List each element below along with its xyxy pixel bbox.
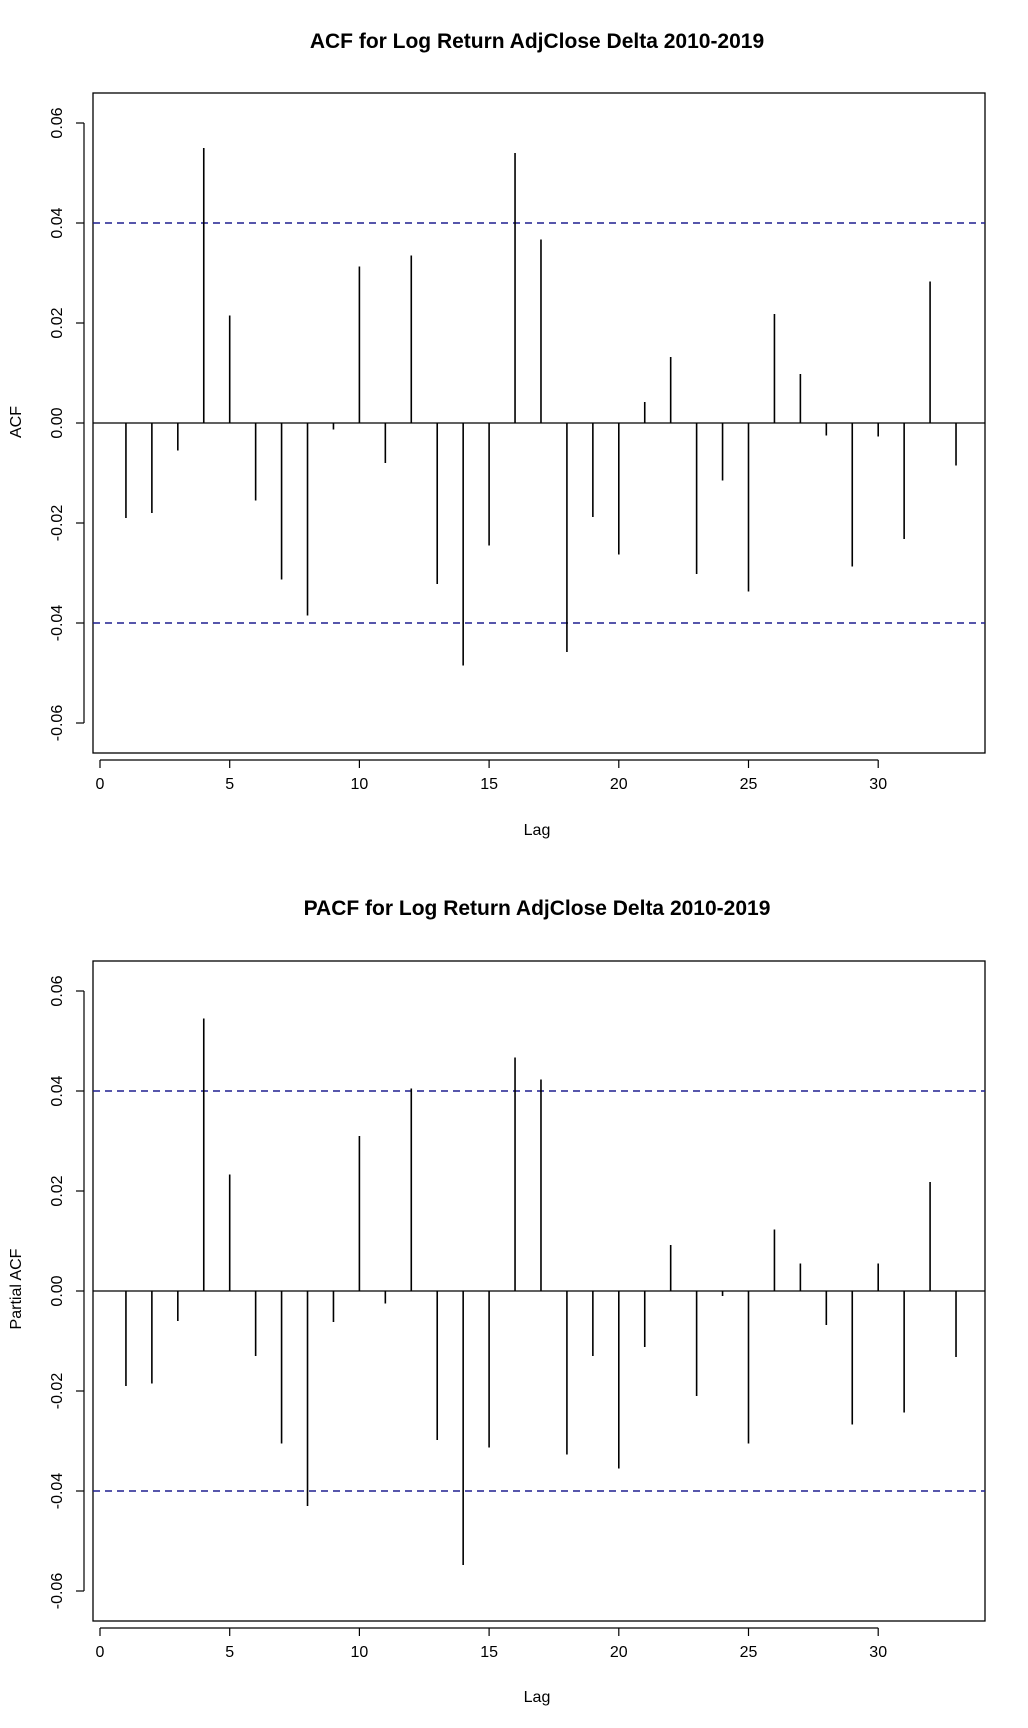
acf-y-axis-label: ACF: [8, 406, 25, 438]
pacf-x-axis-label: Lag: [524, 1689, 551, 1706]
pacf-x-tick-label: 25: [740, 1644, 758, 1661]
pacf-x-tick-label: 10: [351, 1644, 369, 1661]
pacf-panel: PACF for Log Return AdjClose Delta 2010-…: [8, 897, 986, 1706]
pacf-plot-area: 0 5 10 15 20 25 30 -0.06 -0.04 -0.02 0.00 0.02 0.04 0…: [49, 960, 986, 1661]
pacf-y-axis-label: Partial ACF: [8, 1248, 25, 1329]
acf-y-tick-label: 0.00: [49, 407, 66, 438]
pacf-x-tick-label: 0: [96, 1644, 105, 1661]
acf-y-tick-label: 0.04: [49, 207, 66, 238]
acf-y-tick-label: 0.06: [49, 107, 66, 138]
pacf-y-tick-label: 0.04: [49, 1075, 66, 1106]
acf-y-tick-label: 0.02: [49, 307, 66, 338]
acf-x-tick-label: 5: [225, 776, 234, 793]
pacf-y-tick-label: -0.02: [49, 1373, 66, 1410]
pacf-title: PACF for Log Return AdjClose Delta 2010-…: [304, 897, 771, 920]
acf-y-tick-label: -0.06: [49, 705, 66, 742]
acf-x-tick-label: 25: [740, 776, 758, 793]
acf-x-axis-label: Lag: [524, 822, 551, 839]
acf-x-tick-label: 20: [610, 776, 628, 793]
acf-x-tick-label: 10: [351, 776, 369, 793]
pacf-y-tick-label: 0.06: [49, 975, 66, 1006]
pacf-x-tick-label: 20: [610, 1644, 628, 1661]
pacf-y-tick-label: -0.06: [49, 1573, 66, 1610]
pacf-y-tick-label: -0.04: [49, 1473, 66, 1510]
acf-x-tick-label: 0: [96, 776, 105, 793]
acf-x-tick-label: 30: [869, 776, 887, 793]
acf-plot-area: 0 5 10 15 20 25 30 -0.06 -0.04 -0.02 0.00 0.02 0.04 0…: [49, 92, 986, 793]
pacf-y-tick-label: 0.02: [49, 1175, 66, 1206]
pacf-y-tick-label: 0.00: [49, 1275, 66, 1306]
pacf-x-tick-label: 30: [869, 1644, 887, 1661]
acf-title: ACF for Log Return AdjClose Delta 2010-2…: [310, 30, 764, 53]
pacf-x-tick-label: 15: [480, 1644, 498, 1661]
pacf-x-tick-label: 5: [225, 1644, 234, 1661]
acf-x-tick-label: 15: [480, 776, 498, 793]
acf-y-tick-label: -0.04: [49, 605, 66, 642]
acf-panel: ACF for Log Return AdjClose Delta 2010-2…: [8, 30, 986, 839]
acf-y-tick-label: -0.02: [49, 505, 66, 542]
